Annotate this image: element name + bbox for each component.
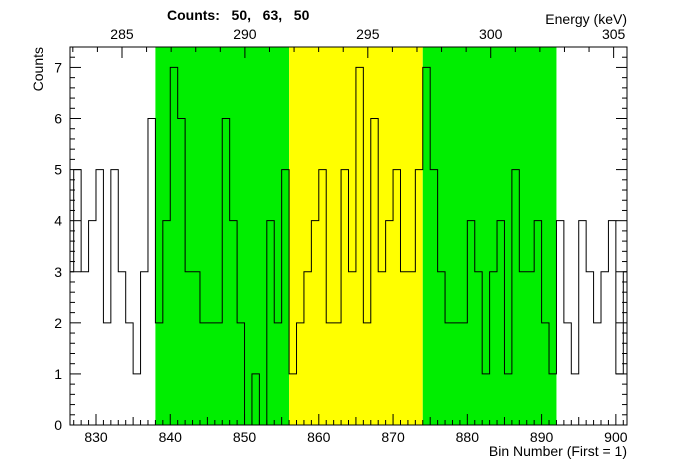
y-tick-label: 2 [54, 315, 62, 331]
x-tick-label: 860 [307, 429, 331, 445]
y-tick-label: 1 [54, 366, 62, 382]
counts-summary: Counts: 50, 63, 50 [167, 7, 310, 23]
right-axis [616, 46, 627, 426]
energy-tick-label: 305 [602, 26, 626, 42]
y-tick-label: 6 [54, 111, 62, 127]
top-energy-axis: 285 290 295 300 305 [72, 26, 626, 58]
bottom-axis: 830 840 850 860 870 880 890 900 [73, 414, 628, 445]
y-tick-label: 4 [54, 213, 62, 229]
x-tick-label: 870 [381, 429, 405, 445]
y-tick-label: 0 [54, 417, 62, 433]
energy-tick-label: 290 [233, 26, 257, 42]
x-tick-label: 840 [159, 429, 183, 445]
energy-tick-label: 300 [479, 26, 503, 42]
histogram-steps [70, 66, 627, 426]
x-tick-label: 850 [233, 429, 257, 445]
left-axis: 0 1 2 3 4 5 6 7 [54, 46, 81, 433]
y-tick-label: 3 [54, 264, 62, 280]
energy-axis-title: Energy (keV) [545, 11, 627, 27]
x-tick-label: 900 [604, 429, 628, 445]
x-tick-label: 880 [456, 429, 480, 445]
energy-tick-label: 285 [110, 26, 134, 42]
y-tick-label: 5 [54, 162, 62, 178]
x-tick-label: 890 [530, 429, 554, 445]
energy-tick-label: 295 [356, 26, 380, 42]
y-axis-title: Counts [30, 47, 46, 91]
x-tick-label: 830 [84, 429, 108, 445]
histogram-line [70, 66, 627, 426]
y-tick-label: 7 [54, 59, 62, 75]
x-axis-title: Bin Number (First = 1) [489, 443, 627, 459]
